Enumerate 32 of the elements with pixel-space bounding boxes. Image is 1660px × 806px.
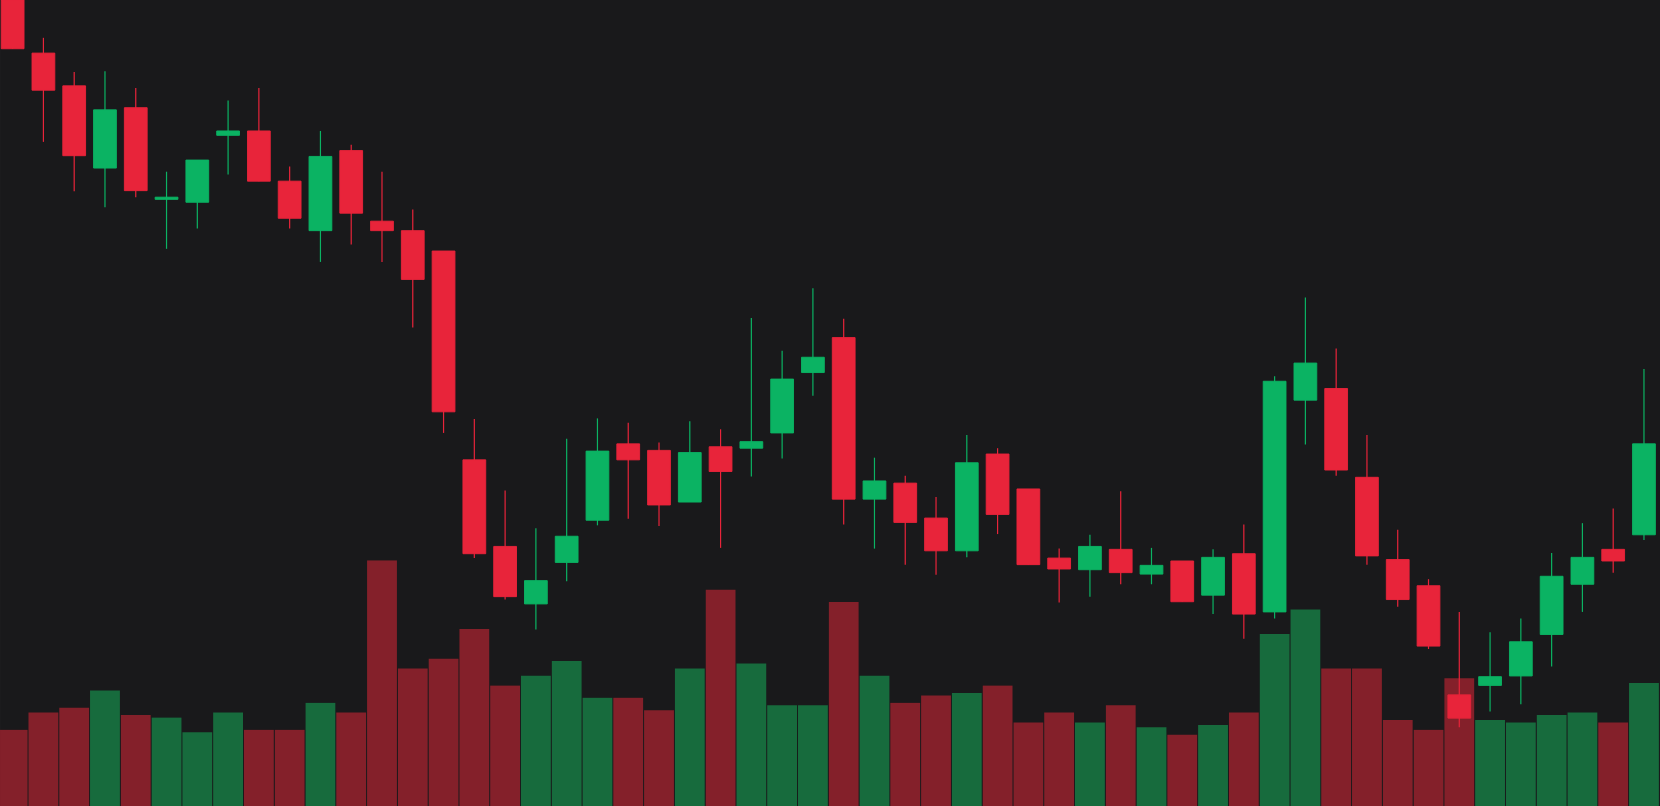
bar	[705, 589, 736, 806]
bar	[90, 690, 120, 806]
bar	[828, 602, 859, 806]
candlestick	[1478, 631, 1502, 713]
bar	[1629, 683, 1659, 806]
candlestick	[801, 287, 825, 397]
bar	[151, 717, 182, 806]
bar	[1598, 722, 1629, 806]
bar	[1198, 724, 1228, 806]
candlestick	[616, 422, 641, 520]
candlestick	[1047, 548, 1072, 604]
bar	[674, 668, 705, 806]
bar	[1136, 727, 1167, 806]
candlestick	[1139, 547, 1164, 585]
candlestick	[1108, 490, 1133, 585]
candlestick	[216, 99, 240, 176]
candlestick	[524, 527, 548, 630]
candlestick	[862, 457, 887, 550]
bar	[1105, 705, 1136, 806]
bar	[1228, 712, 1259, 806]
bar	[305, 702, 336, 806]
bar	[1167, 734, 1198, 806]
candlestick	[1601, 507, 1626, 574]
candlestick	[370, 171, 394, 263]
bar	[951, 692, 982, 806]
candlestick	[1078, 534, 1102, 598]
candlestick	[1447, 611, 1472, 728]
bar	[120, 715, 151, 806]
candlestick	[739, 317, 764, 478]
bar	[859, 675, 890, 806]
bar	[1075, 722, 1105, 806]
candlestick	[154, 171, 179, 250]
